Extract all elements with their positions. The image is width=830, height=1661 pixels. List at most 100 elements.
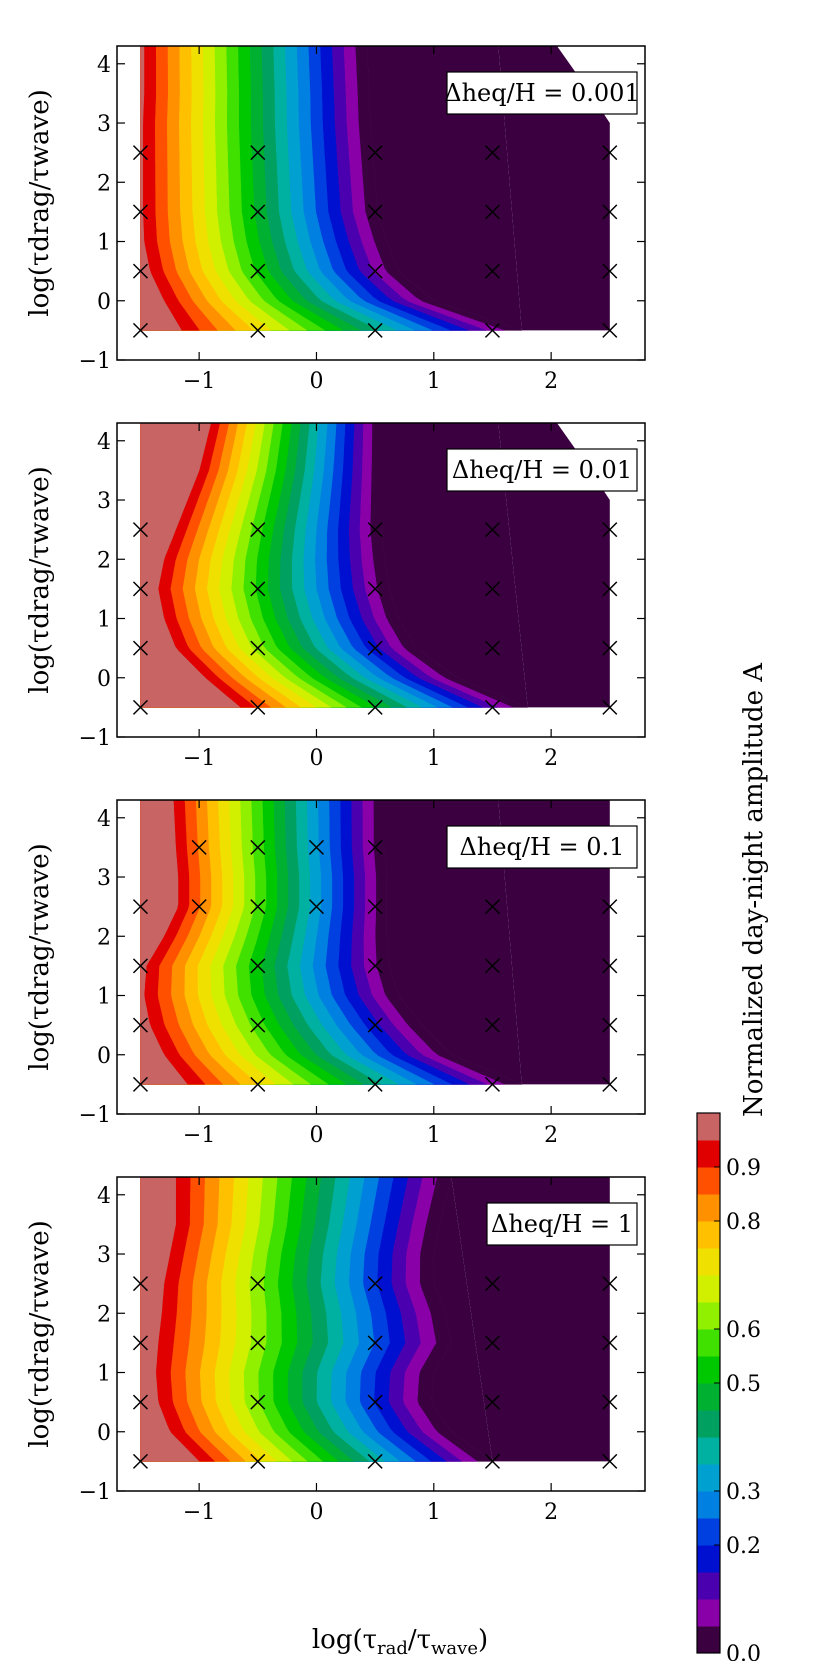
colorbar-segment [697,1599,720,1627]
colorbar-segment [697,1194,720,1222]
colorbar-segment [697,1221,720,1249]
sample-marker [484,1453,500,1469]
panel-annotation: Δheq/H = 1 [486,1202,638,1246]
sample-marker [250,839,266,855]
contour-band-0.95 [140,46,182,331]
contour-fill [140,46,610,331]
colorbar-segment [697,1167,720,1195]
sample-marker [484,204,500,220]
sample-marker [250,899,266,915]
sample-marker [367,699,383,715]
y-tick-label: 3 [97,112,111,137]
x-tick-label: 0 [309,1123,323,1148]
dark-fill [384,800,522,1085]
sample-marker [367,204,383,220]
sample-marker [191,899,207,915]
sample-marker [602,263,618,279]
sample-marker [367,899,383,915]
sample-marker [132,1076,148,1092]
axes-frame [116,422,646,738]
contour-band-0.95 [140,800,188,1085]
sample-marker [132,958,148,974]
sample-marker [602,1394,618,1410]
sample-marker [250,640,266,656]
x-tick-label: 2 [544,1123,558,1148]
colorbar-segment [697,1383,720,1411]
colorbar-segment [697,1464,720,1492]
x-tick-label: 0 [309,1500,323,1525]
sample-marker [602,1076,618,1092]
sample-marker [484,522,500,538]
x-tick-label: 0 [309,369,323,394]
sample-marker [132,1335,148,1351]
y-tick-label: 2 [97,925,111,950]
sample-marker [602,1453,618,1469]
x-tick-label: −1 [183,369,215,394]
panel-3: −1 0 1 2 −1 0 1 2 3 4 Δheq/H = 0.1 log(τdrag/τwave) [25,799,646,1148]
sample-marker [484,1017,500,1033]
panel-4: −1 0 1 2 −1 0 1 2 3 4 Δheq/H = 1 log(τdrag/τwave) [25,1176,646,1525]
y-axis-title: log(τdrag/τwave) [25,1220,55,1447]
panel-1: −1 0 1 2 −1 0 1 2 3 4 Δheq/H = 0.001 log(τdrag/τwav… [25,45,646,394]
sample-marker [602,322,618,338]
panel-annotation: Δheq/H = 0.001 [444,71,640,115]
sample-marker [602,204,618,220]
panel-annotation: Δheq/H = 0.01 [446,448,638,492]
sample-marker [484,640,500,656]
sample-marker [602,1017,618,1033]
sample-marker [367,1017,383,1033]
x-tick-label: 1 [427,1500,441,1525]
x-tick-label: −1 [183,1123,215,1148]
y-axis-title: log(τdrag/τwave) [25,466,55,693]
sample-marker [250,958,266,974]
sample-marker [484,1076,500,1092]
sample-marker [367,1335,383,1351]
sample-marker [367,958,383,974]
sample-marker [367,522,383,538]
y-axis-title: log(τdrag/τwave) [25,843,55,1070]
dark-fill [381,423,528,708]
sample-marker [367,145,383,161]
sample-marker [308,899,324,915]
sample-marker [250,204,266,220]
sample-marker [602,640,618,656]
sample-marker [132,145,148,161]
sample-marker [132,522,148,538]
colorbar-segment [697,1491,720,1519]
y-tick-label: 3 [97,866,111,891]
sample-marker [484,899,500,915]
dark-region [498,800,610,1085]
sample-marker [250,145,266,161]
y-tick-label: 1 [97,231,111,256]
y-tick-label: 4 [97,53,111,78]
sample-marker [250,699,266,715]
sample-marker [367,322,383,338]
sample-marker [308,839,324,855]
sample-marker [250,1076,266,1092]
y-tick-label: −1 [79,1103,111,1128]
contour-band-0.95 [140,1177,200,1462]
y-tick-label: 0 [97,290,111,315]
sample-marker [250,263,266,279]
y-tick-label: −1 [79,726,111,751]
sample-marker [602,1276,618,1292]
sample-marker [250,1394,266,1410]
y-tick-label: 0 [97,1044,111,1069]
x-axis-title: log(τrad/τwave) [312,1625,488,1659]
sample-marker [250,1453,266,1469]
x-tick-label: 2 [544,746,558,771]
sample-marker [602,145,618,161]
colorbar-title: Normalized day-night amplitude A [739,662,769,1117]
sample-marker [367,1276,383,1292]
colorbar-segment [697,1572,720,1600]
sample-marker [484,1276,500,1292]
dark-fill [431,1177,493,1462]
annotation-text: Δheq/H = 0.001 [444,79,639,107]
sample-marker [250,581,266,597]
colorbar-segment [697,1248,720,1276]
x-tick-label: 1 [427,369,441,394]
sample-marker [367,640,383,656]
colorbar-segment [697,1437,720,1465]
axes-frame [116,799,646,1115]
sample-marker [484,958,500,974]
